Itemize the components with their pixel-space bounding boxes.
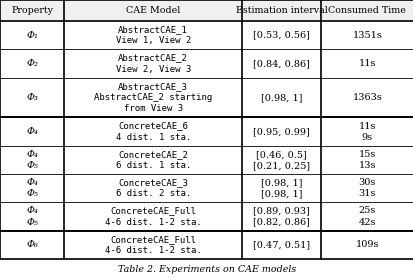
- Text: AbstractCAE_3
AbstractCAE_2 starting
from View 3: AbstractCAE_3 AbstractCAE_2 starting fro…: [94, 82, 212, 113]
- Text: Φ₄
Φ₅: Φ₄ Φ₅: [26, 150, 38, 170]
- Text: 1351s: 1351s: [351, 31, 382, 40]
- Text: Property: Property: [11, 6, 53, 15]
- Text: 11s: 11s: [358, 59, 375, 68]
- Text: 109s: 109s: [355, 240, 378, 249]
- Text: Φ₃: Φ₃: [26, 93, 38, 102]
- Text: ConcreteCAE_Full
4-6 dist. 1-2 sta.: ConcreteCAE_Full 4-6 dist. 1-2 sta.: [104, 206, 201, 227]
- Text: Φ₁: Φ₁: [26, 31, 38, 40]
- Bar: [0, 0, 413, 21]
- Text: 30s
31s: 30s 31s: [358, 178, 375, 198]
- Text: Φ₆: Φ₆: [26, 240, 38, 249]
- Text: ConcreteCAE_Full
4-6 dist. 1-2 sta.: ConcreteCAE_Full 4-6 dist. 1-2 sta.: [104, 235, 201, 255]
- Text: [0.95, 0.99]: [0.95, 0.99]: [252, 127, 309, 136]
- Text: [0.89, 0.93]
[0.82, 0.86]: [0.89, 0.93] [0.82, 0.86]: [252, 206, 309, 227]
- Text: CAE Model: CAE Model: [126, 6, 180, 15]
- Text: [0.47, 0.51]: [0.47, 0.51]: [252, 240, 309, 249]
- Text: ConcreteCAE_3
6 dist. 2 sta.: ConcreteCAE_3 6 dist. 2 sta.: [115, 178, 190, 198]
- Text: Φ₄: Φ₄: [26, 127, 38, 136]
- Text: [0.84, 0.86]: [0.84, 0.86]: [252, 59, 309, 68]
- Text: [0.98, 1]
[0.98, 1]: [0.98, 1] [0.98, 1]: [260, 178, 301, 198]
- Text: Φ₄
Φ₅: Φ₄ Φ₅: [26, 206, 38, 227]
- Text: Table 2. Experiments on CAE models: Table 2. Experiments on CAE models: [118, 265, 295, 275]
- Text: [0.46, 0.5]
[0.21, 0.25]: [0.46, 0.5] [0.21, 0.25]: [252, 150, 309, 170]
- Text: ConcreteCAE_6
4 dist. 1 sta.: ConcreteCAE_6 4 dist. 1 sta.: [115, 122, 190, 142]
- Text: 15s
13s: 15s 13s: [358, 150, 375, 170]
- Text: [0.98, 1]: [0.98, 1]: [260, 93, 301, 102]
- Text: AbstractCAE_2
View 2, View 3: AbstractCAE_2 View 2, View 3: [115, 54, 190, 74]
- Text: Estimation interval: Estimation interval: [235, 6, 327, 15]
- Text: AbstractCAE_1
View 1, View 2: AbstractCAE_1 View 1, View 2: [115, 25, 190, 45]
- Text: 1363s: 1363s: [351, 93, 382, 102]
- Text: ConcreteCAE_2
6 dist. 1 sta.: ConcreteCAE_2 6 dist. 1 sta.: [115, 150, 190, 170]
- Text: Φ₄
Φ₅: Φ₄ Φ₅: [26, 178, 38, 198]
- Text: 25s
42s: 25s 42s: [358, 206, 375, 227]
- Text: Φ₂: Φ₂: [26, 59, 38, 68]
- Text: Consumed Time: Consumed Time: [328, 6, 406, 15]
- Text: 11s
9s: 11s 9s: [358, 122, 375, 142]
- Text: [0.53, 0.56]: [0.53, 0.56]: [252, 31, 309, 40]
